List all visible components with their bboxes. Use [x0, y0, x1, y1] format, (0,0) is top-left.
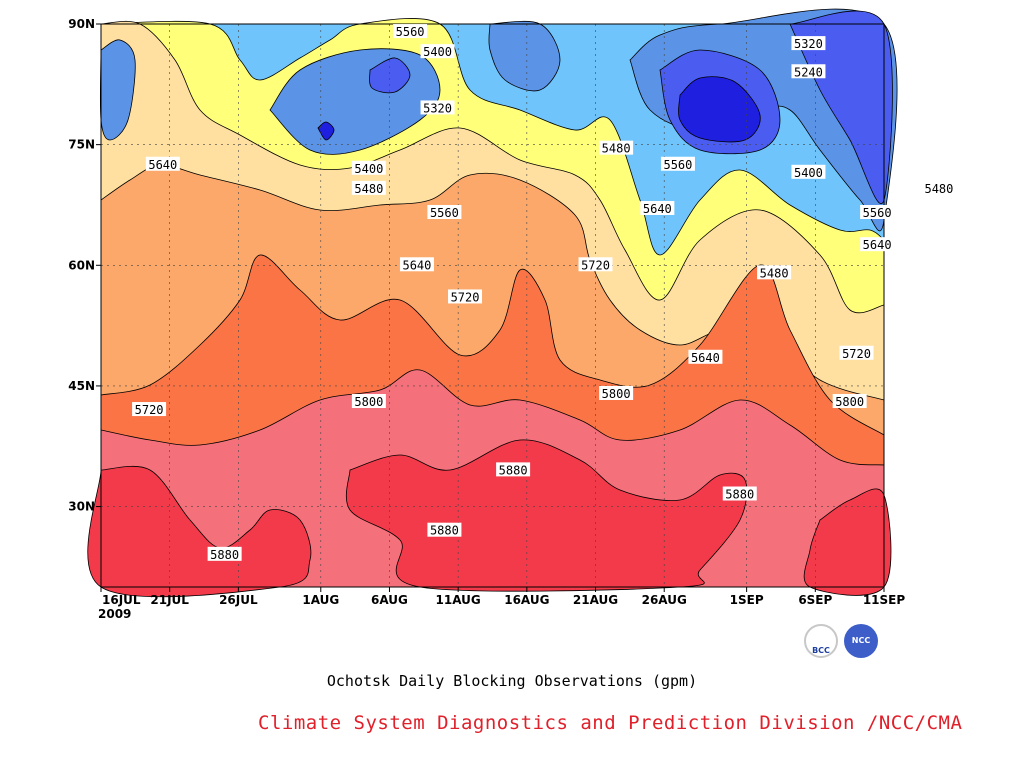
contour-label: 5560: [430, 206, 459, 220]
band-above-5880-b: [345, 439, 748, 592]
contour-label: 5480: [354, 182, 383, 196]
contour-label: 5560: [396, 25, 425, 39]
contour-label-bg: [351, 160, 386, 175]
band-below-5240: [678, 76, 761, 143]
contour-label: 5400: [423, 45, 452, 59]
contour-label-bg: [757, 265, 792, 280]
x-tick-label: 6SEP: [798, 593, 832, 607]
contour-label: 5640: [148, 158, 177, 172]
contour-label: 5640: [863, 238, 892, 252]
x-tick-label: 1SEP: [730, 593, 764, 607]
contour-label-bg: [427, 205, 462, 220]
band-5240-5320-b: [789, 10, 893, 204]
x-tick-label: 16JUL: [102, 593, 141, 607]
contour-label: 5880: [210, 548, 239, 562]
y-tick-label: 90N: [68, 17, 95, 31]
contour-label-bg: [393, 24, 428, 39]
contour-label: 5880: [725, 488, 754, 502]
contour-label-bg: [860, 205, 895, 220]
y-tick-label: 60N: [68, 258, 95, 272]
contour-label: 5880: [430, 524, 459, 538]
x-tick-label: 11SEP: [863, 593, 906, 607]
contour-label-bg: [399, 257, 434, 272]
contour-label-bg: [207, 546, 242, 561]
contour-label: 5640: [643, 202, 672, 216]
contour-label-bg: [640, 200, 675, 215]
plot-frame: [100, 23, 885, 588]
y-tick-label: 75N: [68, 138, 95, 152]
chart-title: Ochotsk Daily Blocking Observations (gpm…: [326, 672, 698, 690]
contour-label: 5640: [402, 258, 431, 272]
contour-label-bg: [791, 36, 826, 51]
contour-label-bg: [448, 289, 483, 304]
contour-label-bg: [351, 180, 386, 195]
x-tick-label: 26AUG: [642, 593, 687, 607]
ncc-logo-text: NCC: [851, 636, 871, 645]
x-tick-label: 1AUG: [302, 593, 339, 607]
contour-label-bg: [145, 156, 180, 171]
x-tick-label: 21JUL: [150, 593, 189, 607]
y-tick-label: 30N: [68, 500, 95, 514]
contour-label-bg: [420, 100, 455, 115]
contour-label: 5480: [924, 182, 953, 196]
contour-label: 5240: [794, 65, 823, 79]
x-year-label: 2009: [98, 607, 131, 621]
contour-label: 5720: [135, 403, 164, 417]
contour-label: 5400: [794, 166, 823, 180]
contour-label: 5480: [602, 142, 631, 156]
contour-label-bg: [132, 402, 167, 417]
x-tick-label: 11AUG: [436, 593, 481, 607]
contour-label-bg: [599, 140, 634, 155]
contour-label-bg: [839, 345, 874, 360]
bcc-logo-text: BCC: [812, 646, 830, 655]
contour-label: 5800: [354, 395, 383, 409]
contour-label: 5320: [423, 101, 452, 115]
contour-label: 5800: [602, 387, 631, 401]
contour-label-bg: [496, 462, 531, 477]
contour-label: 5560: [863, 206, 892, 220]
contour-label-bg: [351, 394, 386, 409]
contour-label-bg: [832, 394, 867, 409]
x-tick-label: 6AUG: [371, 593, 408, 607]
contour-label-bg: [420, 44, 455, 59]
band-5240-5320-c: [369, 57, 411, 94]
contour-label: 5800: [835, 395, 864, 409]
x-tick-label: 16AUG: [504, 593, 549, 607]
x-tick-label: 26JUL: [219, 593, 258, 607]
contour-label-bg: [791, 164, 826, 179]
contour-label: 5480: [760, 266, 789, 280]
contour-label-bg: [660, 156, 695, 171]
contour-labels: 5560 5400 5320 5400 5480 5560 5640 5640 5720 5720…: [132, 24, 956, 562]
contour-label: 5640: [691, 351, 720, 365]
y-tick-label: 45N: [68, 379, 95, 393]
contour-label-bg: [791, 64, 826, 79]
x-axis: 16JUL 21JUL 26JUL 1AUG 6AUG 11AUG 16AUG 21AUG 26…: [98, 587, 905, 621]
contour-label-bg: [599, 385, 634, 400]
contour-label: 5720: [581, 258, 610, 272]
bcc-logo: BCC: [804, 624, 838, 658]
credit-line: Climate System Diagnostics and Predictio…: [258, 712, 963, 734]
contour-label: 5880: [499, 463, 528, 477]
x-tick-label: 21AUG: [573, 593, 618, 607]
contour-label: 5320: [794, 37, 823, 51]
contour-label-bg: [578, 257, 613, 272]
contour-bands: [87, 8, 898, 598]
ncc-logo: NCC: [844, 624, 878, 658]
grid-lines: [101, 24, 884, 587]
contour-label: 5720: [842, 347, 871, 361]
contour-label-bg: [722, 486, 757, 501]
contour-label-bg: [427, 522, 462, 537]
contour-label-bg: [921, 180, 956, 195]
band-above-5880-a: [87, 465, 312, 598]
contour-label: 5400: [354, 162, 383, 176]
contour-label-bg: [860, 237, 895, 252]
contour-label-bg: [688, 349, 723, 364]
band-below-5240-b: [317, 121, 335, 141]
contour-label: 5560: [663, 158, 692, 172]
y-axis: 90N 75N 60N 45N 30N: [68, 17, 101, 514]
contour-label: 5720: [451, 290, 480, 304]
